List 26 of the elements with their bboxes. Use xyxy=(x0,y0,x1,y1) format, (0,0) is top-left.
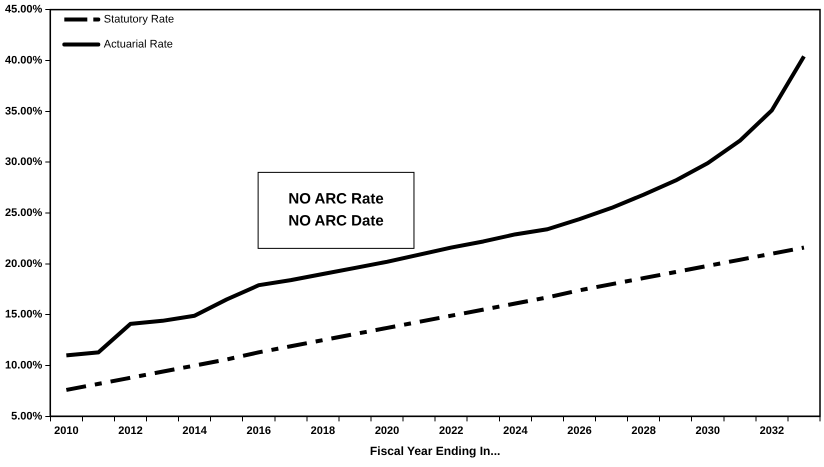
x-tick-label: 2014 xyxy=(182,425,208,438)
y-tick-label: 40.00% xyxy=(4,54,43,66)
x-tick-label: 2024 xyxy=(503,425,528,438)
x-tick-label: 2010 xyxy=(54,425,79,438)
y-tick-label: 35.00% xyxy=(4,105,43,118)
y-tick-label: 15.00% xyxy=(4,308,43,321)
legend-label: Actuarial Rate xyxy=(104,38,173,51)
y-tick-label: 10.00% xyxy=(4,360,43,372)
x-tick-label: 2020 xyxy=(374,425,400,438)
x-tick-label: 2018 xyxy=(310,425,336,438)
x-tick-label: 2022 xyxy=(438,425,464,438)
y-tick-label: 30.00% xyxy=(4,156,43,168)
y-tick-label: 5.00% xyxy=(11,410,43,422)
y-tick-label: 45.00% xyxy=(4,4,43,16)
annotation: NO ARC Rate NO ARC Date xyxy=(288,190,384,230)
legend-label: Statutory Rate xyxy=(104,14,174,26)
x-tick-label: 2032 xyxy=(760,425,784,438)
line-series xyxy=(64,246,806,392)
x-tick-label: 2026 xyxy=(567,425,592,438)
y-tick-label: 25.00% xyxy=(4,207,43,220)
y-tick-label: 20.00% xyxy=(4,258,43,270)
x-tick-label: 2012 xyxy=(118,425,143,438)
x-tick-label: 2028 xyxy=(631,425,656,438)
x-tick-label: 2016 xyxy=(246,425,272,438)
x-axis-title: Fiscal Year Ending In... xyxy=(370,444,500,458)
x-tick-label: 2030 xyxy=(696,425,720,438)
